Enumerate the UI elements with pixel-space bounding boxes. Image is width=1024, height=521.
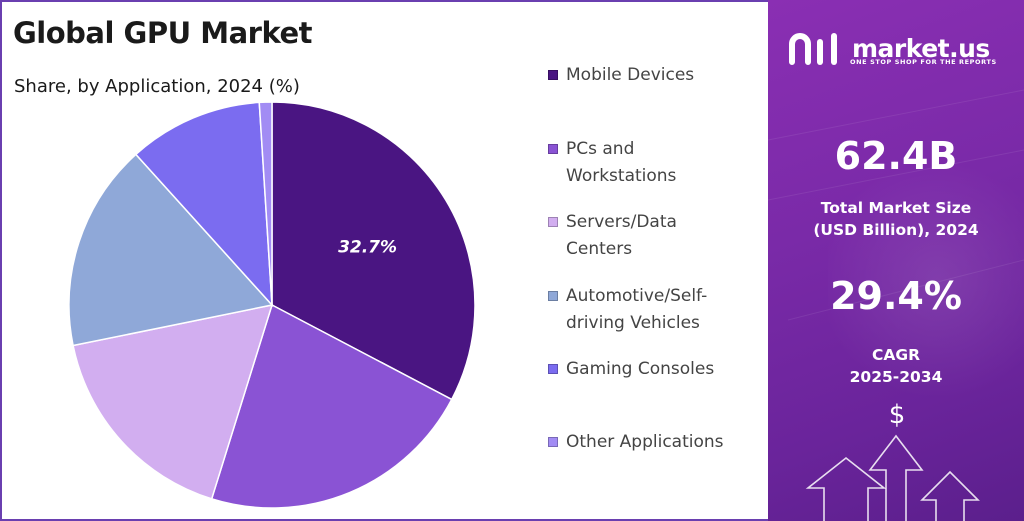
decorative-arrows: [768, 89, 1024, 521]
cagr-value: 29.4%: [830, 274, 962, 318]
legend-label-line: Other Applications: [566, 432, 724, 452]
cagr-label: CAGR: [871, 346, 921, 364]
pie-slice-automotive-self-driving-vehicles: [68, 153, 274, 347]
legend-label: Servers/Data Centers: [566, 209, 756, 263]
cagr-period: 2025-2034: [849, 368, 943, 386]
legend-label: Gaming Consoles: [566, 356, 756, 383]
brand-tagline: ONE STOP SHOP FOR THE REPORTS: [850, 58, 997, 66]
market-size-value: 62.4B: [834, 134, 958, 178]
legend-item: Servers/Data Centers: [548, 209, 756, 263]
legend-label-line: PCs and: [566, 139, 635, 159]
legend-label-line: Automotive/Self-: [566, 286, 708, 306]
pie-chart-svg: 32.7%: [68, 101, 476, 509]
legend-item: Gaming Consoles: [548, 356, 756, 383]
legend-swatch: [548, 364, 558, 374]
legend-label: Other Applications: [566, 429, 756, 456]
pie-chart: 32.7%: [62, 95, 482, 515]
market-size-label-line1: Total Market Size: [820, 199, 972, 217]
arrow-up-icon-right: [920, 470, 980, 521]
legend-swatch: [548, 144, 558, 154]
legend-label: Mobile Devices: [566, 62, 756, 89]
legend-swatch: [548, 70, 558, 80]
legend-label: PCs and Workstations: [566, 136, 756, 190]
legend-swatch: [548, 437, 558, 447]
dollar-icon: $: [888, 400, 906, 430]
legend-item: PCs and Workstations: [548, 136, 756, 190]
legend-label-line: Centers: [566, 239, 633, 259]
legend-label-line: Mobile Devices: [566, 65, 695, 85]
chart-subtitle: Share, by Application, 2024 (%): [14, 76, 300, 97]
market-us-logo-icon: [789, 33, 837, 65]
legend-label: Automotive/Self-driving Vehicles: [566, 283, 756, 337]
pie-data-label: 32.7%: [338, 237, 397, 257]
market-size-label-line2: (USD Billion), 2024: [813, 221, 979, 239]
legend-label-line: Gaming Consoles: [566, 359, 715, 379]
legend-label-line: driving Vehicles: [566, 313, 700, 333]
legend-item: Other Applications: [548, 429, 756, 456]
summary-panel: market.us ONE STOP SHOP FOR THE REPORTS …: [768, 0, 1024, 521]
legend-item: Mobile Devices: [548, 62, 756, 89]
legend-swatch: [548, 217, 558, 227]
legend-swatch: [548, 291, 558, 301]
legend-label-line: Workstations: [566, 166, 677, 186]
pie-slice-pcs-and-workstations: [210, 303, 453, 509]
pie-slice-mobile-devices: [271, 101, 476, 401]
brand-name: market.us: [852, 33, 990, 63]
chart-title: Global GPU Market: [13, 16, 313, 50]
pie-slice-other-applications: [258, 101, 273, 306]
arrow-up-icon-left: [805, 456, 887, 521]
background-glow: [828, 150, 1024, 410]
brand: market.us: [786, 30, 990, 66]
legend-item: Automotive/Self-driving Vehicles: [548, 283, 756, 337]
pie-slice-gaming-consoles: [134, 101, 273, 308]
legend-label-line: Servers/Data: [566, 212, 677, 232]
arrow-up-icon-center: [868, 434, 924, 521]
pie-slice-servers-data-centers: [72, 304, 274, 500]
chart-panel: Global GPU Market Share, by Application,…: [0, 0, 768, 521]
